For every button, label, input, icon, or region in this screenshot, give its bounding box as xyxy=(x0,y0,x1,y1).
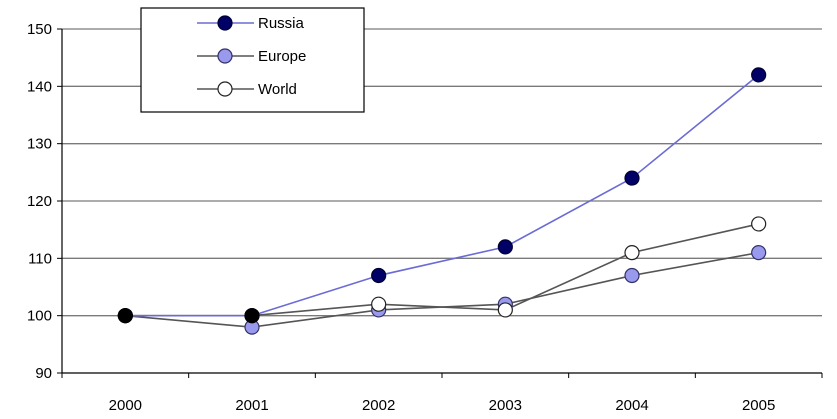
x-tick-label-2000: 2000 xyxy=(109,397,142,414)
point-world-2005 xyxy=(751,216,767,232)
y-tick-label-110: 110 xyxy=(28,250,52,267)
series-line-russia xyxy=(125,74,760,317)
point-russia-2005 xyxy=(751,67,767,83)
point-russia-2002 xyxy=(371,267,387,284)
point-overlap-2001 xyxy=(244,308,260,324)
x-tick-label-2002: 2002 xyxy=(362,397,395,414)
x-tick-label-2004: 2004 xyxy=(615,397,648,414)
legend-label-russia: Russia xyxy=(258,15,305,32)
point-europe-2005 xyxy=(751,245,767,261)
point-europe-2004 xyxy=(624,267,640,284)
point-world-2002 xyxy=(371,296,387,312)
legend-label-europe: Europe xyxy=(258,48,306,65)
y-tick-label-90: 90 xyxy=(35,365,52,382)
legend: Russia Europe World xyxy=(140,7,365,113)
y-tick-label-130: 130 xyxy=(27,136,52,153)
y-tick-label-140: 140 xyxy=(27,78,52,95)
x-tick-labels: 2000 2001 2002 2003 2004 2005 xyxy=(109,397,776,414)
axes xyxy=(57,28,823,378)
x-tick-label-2003: 2003 xyxy=(489,397,522,414)
point-russia-2003 xyxy=(497,239,513,255)
point-world-2004 xyxy=(624,245,640,261)
legend-label-world: World xyxy=(258,81,297,98)
x-tick-label-2005: 2005 xyxy=(742,397,775,414)
legend-marker-russia xyxy=(217,15,233,31)
legend-marker-europe xyxy=(217,48,233,64)
y-tick-labels: 90 100 110 120 130 140 150 xyxy=(27,21,52,382)
y-tick-label-120: 120 xyxy=(27,193,52,210)
series-group xyxy=(117,67,767,335)
x-tick-label-2001: 2001 xyxy=(235,397,268,414)
legend-box xyxy=(140,7,365,113)
point-world-2003 xyxy=(497,302,513,318)
y-tick-label-150: 150 xyxy=(27,21,52,38)
point-overlap-2000 xyxy=(117,308,133,324)
legend-marker-world xyxy=(217,81,233,97)
point-russia-2004 xyxy=(624,170,640,186)
y-tick-label-100: 100 xyxy=(27,308,52,325)
